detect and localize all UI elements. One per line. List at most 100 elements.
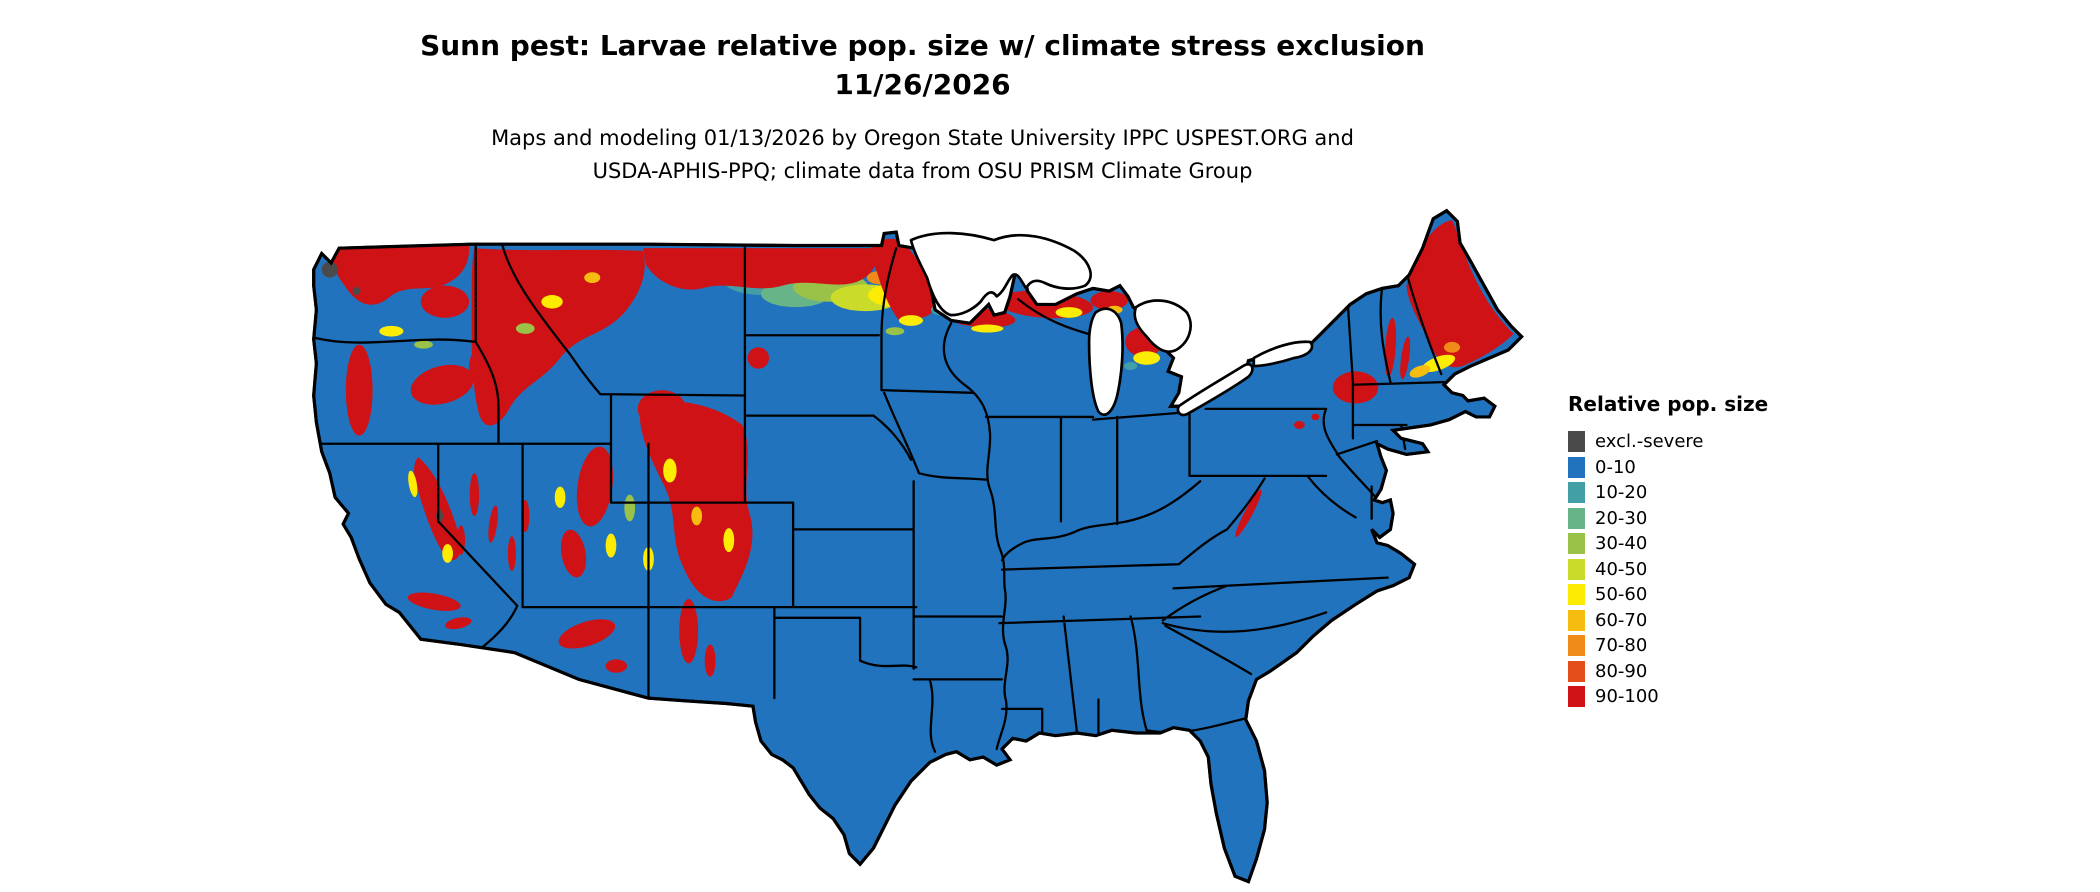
risk-patch [1443, 341, 1461, 353]
risk-patch [469, 347, 496, 385]
legend-swatch [1568, 558, 1585, 580]
map-legend: Relative pop. size excl.-severe 0-10 10-… [1568, 392, 1868, 710]
legend-item: 0-10 [1568, 455, 1868, 481]
risk-patch [1090, 291, 1128, 310]
legend-swatch [1568, 482, 1585, 504]
legend-item: 30-40 [1568, 531, 1868, 557]
legend-swatch [1568, 584, 1585, 606]
risk-patch [1293, 420, 1305, 429]
risk-patch [515, 323, 535, 334]
risk-patch [445, 617, 472, 630]
legend-item-label: 30-40 [1595, 533, 1648, 555]
title-line-1: Sunn pest: Larvae relative pop. size w/ … [420, 29, 1425, 62]
risk-patch [379, 325, 404, 337]
mid-risk-accents [379, 272, 1461, 571]
risk-patch-utah [576, 446, 614, 527]
legend-item: 70-80 [1568, 633, 1868, 659]
risk-patch [1400, 336, 1411, 380]
risk-patch [410, 364, 474, 405]
risk-patch [541, 295, 563, 309]
risk-patch [663, 458, 677, 483]
risk-patch-adirondacks [1332, 371, 1379, 404]
risk-patch [1133, 351, 1161, 365]
legend-item: excl.-severe [1568, 429, 1868, 455]
legend-item-label: 80-90 [1595, 660, 1648, 682]
risk-patch [469, 473, 480, 517]
risk-patch [723, 528, 735, 553]
chart-subtitle: Maps and modeling 01/13/2026 by Oregon S… [0, 122, 1845, 188]
risk-patch-oregon-cascades [345, 344, 373, 436]
risk-patch [1422, 354, 1456, 373]
subtitle-line-1: Maps and modeling 01/13/2026 by Oregon S… [491, 126, 1354, 150]
legend-item: 10-20 [1568, 480, 1868, 506]
risk-patch [605, 659, 628, 673]
legend-item-label: excl.-severe [1595, 431, 1704, 453]
risk-patch [554, 486, 566, 508]
risk-patch [885, 327, 905, 336]
risk-patch-appalachians [1235, 489, 1262, 538]
risk-patch-maine [1406, 220, 1514, 368]
risk-patch [407, 592, 461, 611]
risk-patch-washington [329, 242, 470, 305]
risk-patch [1123, 362, 1138, 371]
risk-patch-black-hills [747, 347, 770, 369]
legend-item: 40-50 [1568, 557, 1868, 583]
lake-huron [1133, 299, 1192, 353]
chart-title: Sunn pest: Larvae relative pop. size w/ … [0, 26, 1845, 104]
risk-patch-arizona [558, 619, 616, 649]
state-borders [313, 244, 1446, 753]
us-choropleth-map [312, 209, 1524, 884]
risk-patch-northern-rockies [471, 248, 645, 426]
legend-swatch [1568, 507, 1585, 529]
risk-patch [560, 529, 587, 578]
legend-swatch [1568, 609, 1585, 631]
legend-item-label: 70-80 [1595, 635, 1648, 657]
legend-item: 90-100 [1568, 684, 1868, 710]
legend-item: 50-60 [1568, 582, 1868, 608]
legend-item-label: 20-30 [1595, 507, 1648, 529]
legend-swatch [1568, 456, 1585, 478]
risk-patch [488, 505, 498, 543]
risk-patch [1409, 365, 1431, 378]
risk-patch [637, 390, 686, 428]
legend-item: 80-90 [1568, 659, 1868, 685]
legend-item-label: 90-100 [1595, 686, 1659, 708]
risk-patch [408, 470, 418, 498]
legend-swatch [1568, 533, 1585, 555]
risk-patch [704, 644, 716, 677]
risk-patch-new-mexico [679, 599, 699, 664]
legend-item-label: 10-20 [1595, 482, 1648, 504]
legend-swatch [1568, 660, 1585, 682]
severe-patch-olympics [321, 261, 338, 278]
risk-patch [1384, 317, 1397, 377]
severe-patch [352, 287, 361, 296]
risk-patch [1055, 307, 1083, 318]
lake-superior [909, 231, 1092, 317]
legend-swatch [1568, 686, 1585, 708]
risk-patch [971, 324, 1004, 333]
risk-patch-montana-dakota-strip [643, 248, 879, 290]
risk-patch [584, 272, 601, 284]
title-line-2: 11/26/2026 [834, 68, 1011, 101]
legend-swatch [1568, 431, 1585, 453]
legend-item-label: 0-10 [1595, 456, 1636, 478]
legend-swatch [1568, 635, 1585, 657]
risk-patch [420, 285, 470, 318]
risk-overlays [313, 220, 1514, 753]
risk-patch [898, 315, 924, 326]
great-lakes [909, 231, 1314, 417]
risk-patch [1311, 413, 1320, 421]
subtitle-line-2: USDA-APHIS-PPQ; climate data from OSU PR… [592, 159, 1253, 183]
legend-title: Relative pop. size [1568, 392, 1769, 416]
legend-items: excl.-severe 0-10 10-20 20-30 30-40 40-5… [1568, 429, 1868, 710]
risk-patch [414, 340, 433, 349]
lake-erie [1176, 362, 1254, 417]
legend-item: 20-30 [1568, 506, 1868, 532]
risk-patch [605, 533, 617, 558]
risk-patch [624, 494, 636, 522]
legend-item: 60-70 [1568, 608, 1868, 634]
legend-item-label: 60-70 [1595, 609, 1648, 631]
lake-michigan [1087, 307, 1124, 417]
risk-patch [691, 506, 703, 526]
